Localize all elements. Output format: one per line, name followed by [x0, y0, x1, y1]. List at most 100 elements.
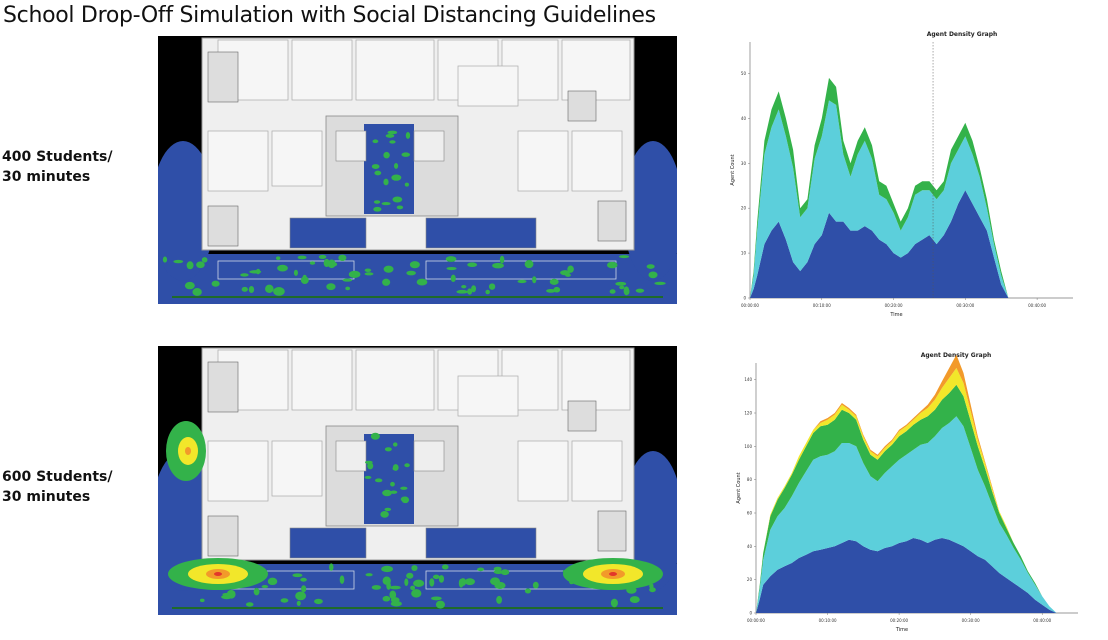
density-speck: [619, 255, 630, 259]
density-speck: [467, 262, 478, 268]
series-area-0: [756, 538, 1078, 613]
density-speck: [567, 265, 574, 273]
room: [571, 130, 623, 192]
y-tick-label: 0: [743, 296, 746, 301]
density-speck: [392, 442, 398, 447]
density-speck: [492, 262, 504, 269]
density-speck: [371, 164, 380, 169]
atrium-room: [335, 130, 367, 162]
density-speck: [446, 266, 457, 271]
density-speck: [245, 602, 254, 607]
density-speck: [456, 289, 468, 294]
right-queue-density: [623, 141, 677, 281]
density-speck: [267, 577, 278, 586]
density-speck: [400, 486, 408, 490]
left-queue-density: [158, 451, 215, 591]
scenario-label-line1: 400 Students/: [2, 149, 113, 165]
room: [291, 349, 353, 411]
floor-plan-heatmap-600: [158, 346, 677, 615]
density-speck: [300, 577, 307, 582]
density-speck: [345, 286, 351, 291]
density-speck: [273, 287, 285, 296]
chart-svg: Agent Density Graph02040608010012014000:…: [736, 352, 1078, 633]
atrium-room: [335, 440, 367, 472]
density-speck: [384, 507, 392, 512]
y-tick-label: 60: [747, 511, 753, 516]
density-speck: [342, 278, 353, 282]
room: [291, 39, 353, 101]
density-speck: [464, 578, 475, 586]
density-speck: [406, 572, 414, 579]
density-speck: [532, 276, 537, 284]
y-tick-label: 20: [741, 206, 747, 211]
room: [457, 65, 519, 107]
density-speck: [390, 600, 402, 607]
density-speck: [318, 254, 327, 259]
x-tick-label: 00:10:00: [813, 303, 831, 308]
dropoff-lane-left: [217, 260, 355, 280]
density-speck: [199, 598, 205, 603]
y-tick-label: 10: [741, 251, 747, 256]
left-queue-hotspot: [185, 447, 191, 455]
y-tick-label: 100: [744, 444, 752, 449]
density-speck: [373, 200, 381, 204]
density-speck: [292, 573, 303, 578]
y-tick-label: 140: [744, 377, 752, 382]
chart-svg: Agent Density Graph 0 10 20 30 40 50 00:00:00 00…: [730, 31, 1073, 318]
density-speck: [295, 591, 307, 601]
density-speck: [429, 578, 435, 587]
density-speck: [367, 462, 374, 470]
density-speck: [365, 573, 373, 577]
density-speck: [450, 274, 456, 283]
floor-plan-svg: [158, 347, 677, 615]
density-speck: [384, 447, 392, 452]
room: [271, 440, 323, 497]
y-tick-label: 40: [741, 116, 747, 121]
density-speck: [339, 575, 345, 584]
density-speck: [372, 139, 379, 144]
left-queue-density: [158, 141, 215, 281]
density-speck: [383, 178, 389, 186]
stairwell: [597, 510, 627, 552]
x-tick-label: 00:30:00: [962, 618, 980, 623]
scenario-label-600: 600 Students/ 30 minutes: [2, 467, 112, 507]
room: [207, 440, 269, 502]
y-axis-label: Agent Count: [736, 472, 742, 503]
x-tick-label: 00:10:00: [819, 618, 837, 623]
density-speck: [629, 596, 640, 603]
density-speck: [396, 205, 404, 210]
density-speck: [431, 596, 442, 601]
stairwell: [207, 361, 239, 413]
density-speck: [411, 565, 418, 571]
agent-density-chart-600: Agent Density Graph02040608010012014000:…: [728, 347, 1078, 637]
density-speck: [411, 589, 422, 598]
x-axis-label: Time: [889, 312, 902, 318]
density-speck: [326, 283, 336, 291]
page-title: School Drop-Off Simulation with Social D…: [3, 3, 656, 28]
density-speck: [226, 589, 236, 599]
lobby-left-density: [289, 527, 367, 559]
density-speck: [390, 490, 398, 494]
scenario-label-line2: 30 minutes: [2, 489, 91, 505]
density-speck: [373, 206, 382, 212]
density-speck: [192, 288, 202, 296]
density-speck: [406, 270, 416, 276]
stairwell: [567, 90, 597, 122]
density-speck: [241, 286, 248, 292]
density-speck: [382, 595, 391, 602]
floor-plan-svg: [158, 37, 677, 304]
density-speck: [435, 600, 445, 609]
density-speck: [184, 281, 195, 290]
density-speck: [364, 268, 372, 272]
density-speck: [383, 265, 394, 273]
density-speck: [300, 276, 309, 284]
density-speck: [201, 257, 208, 263]
density-speck: [275, 256, 281, 261]
density-speck: [654, 281, 666, 286]
density-speck: [517, 279, 527, 284]
density-speck: [488, 283, 496, 290]
series-area-1: [756, 416, 1078, 613]
series-area-2: [750, 77, 1009, 299]
density-speck: [389, 585, 401, 590]
density-speck: [490, 577, 501, 586]
